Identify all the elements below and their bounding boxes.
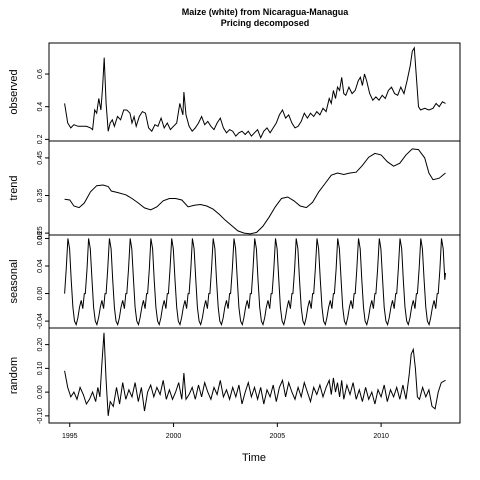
y-axis-label-trend: trend [8,175,20,200]
y-tick-label-random: 0.00 [37,385,44,399]
panel-frame-random [48,327,461,424]
y-tick-label-random: 0.10 [37,361,44,375]
y-tick-label-observed: 0.2 [37,134,44,144]
panels-group: 0.2 0.4 0.6 observed 0.25 0.35 0.45 trend -0.04 0… [8,42,461,440]
x-tick-label: 1995 [62,433,78,440]
x-tick-label: 2005 [270,433,286,440]
y-tick-label-seasonal: -0.04 [37,313,44,329]
series-line-random [64,332,446,416]
x-axis-label: Time [242,452,266,464]
chart-title: Maize (white) from Nicaragua-Managua [182,7,350,17]
panel-frame-trend [48,140,461,236]
x-tick-label: 2000 [166,433,182,440]
y-tick-label-random: -0.10 [37,408,44,424]
series-line-seasonal [64,238,446,327]
y-tick-label-trend: 0.35 [37,189,44,203]
y-axis-label-seasonal: seasonal [8,259,20,303]
panel-frame-observed [48,42,461,142]
y-tick-label-seasonal: 0.08 [37,232,44,246]
y-axis-label-random: random [8,357,20,394]
chart-subtitle: Pricing decomposed [221,18,310,28]
y-tick-label-seasonal: 0.00 [37,287,44,301]
y-tick-label-seasonal: 0.04 [37,259,44,273]
series-line-trend [64,148,446,235]
x-tick-label: 2010 [373,433,389,440]
y-tick-label-observed: 0.6 [37,69,44,79]
series-line-observed [64,46,446,139]
y-tick-label-trend: 0.25 [37,226,44,240]
y-tick-label-observed: 0.4 [37,102,44,112]
y-tick-label-trend: 0.45 [37,151,44,165]
y-axis-label-observed: observed [8,69,20,114]
y-tick-label-random: 0.20 [37,338,44,352]
